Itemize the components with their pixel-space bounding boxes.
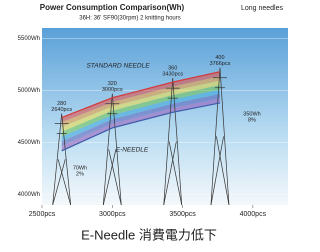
series-label: STANDARD NEEDLE	[86, 63, 150, 70]
series-label: E-NEEDLE	[116, 147, 149, 154]
y-tick-label: 4000Wh	[18, 192, 40, 198]
y-tick-label: 4500Wh	[18, 140, 40, 146]
caption: E-Needle 消費電力低下	[81, 227, 217, 242]
subtitle: 36H: 36' SF90(30rpm) 2 knitting hours	[79, 16, 181, 22]
x-tick-label: 2500pcs	[29, 211, 56, 218]
point-label: 3000pcs	[102, 87, 123, 93]
annotation: 2%	[76, 171, 84, 177]
point-label: 3766pcs	[210, 61, 231, 67]
title-note: Long needles	[241, 5, 284, 12]
y-tick-label: 5500Wh	[18, 36, 40, 42]
point-label: 3430pcs	[162, 72, 183, 78]
x-tick-label: 3000pcs	[99, 211, 126, 218]
chart: Power Consumption Comparison(Wh) Long ne…	[0, 0, 298, 247]
x-tick-label: 4000pcs	[240, 211, 267, 218]
x-tick-label: 3500pcs	[169, 211, 196, 218]
chart-title: Power Consumption Comparison(Wh)	[40, 3, 185, 12]
y-tick-label: 5000Wh	[18, 88, 40, 94]
point-label: 2640pcs	[51, 107, 72, 113]
annotation: 8%	[248, 117, 256, 123]
